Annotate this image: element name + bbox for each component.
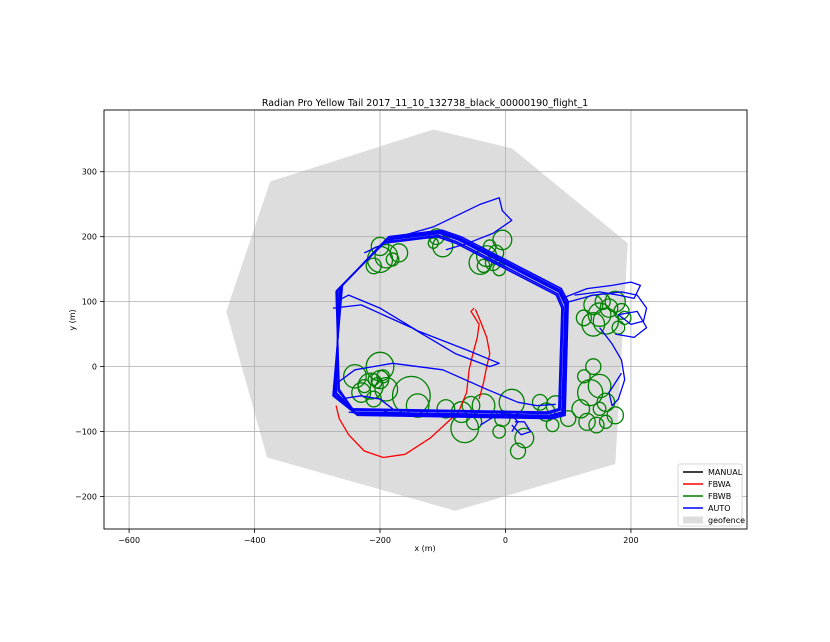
fbwb-loop: [509, 442, 527, 460]
fbwb-loop: [576, 369, 591, 384]
legend-patch-geofence: [683, 516, 703, 524]
data-layer: [332, 197, 648, 460]
y-tick-label: −100: [75, 428, 97, 437]
legend-box: [677, 463, 743, 527]
fbwb-loop: [578, 412, 596, 431]
fbwb-loop: [357, 378, 372, 394]
y-tick-label: −200: [75, 493, 97, 502]
auto-path: [599, 327, 626, 407]
auto-path: [561, 281, 642, 300]
fbwb-loop: [604, 290, 626, 313]
legend-label-manual: MANUAL: [708, 468, 743, 477]
legend: MANUAL FBWA FBWB AUTO geofence: [677, 463, 745, 527]
fbwb-loop: [592, 401, 607, 416]
legend-label-fbwa: FBWA: [708, 480, 731, 489]
fbwb-loop: [587, 373, 612, 399]
fbwb-loop: [374, 376, 399, 402]
legend-label-geofence: geofence: [708, 516, 745, 525]
fbwb-loop: [585, 358, 602, 376]
axes-frame: [103, 109, 748, 530]
x-tick-label: −200: [369, 536, 391, 545]
grid-lines: [104, 110, 747, 529]
fbwb-loop: [514, 427, 535, 449]
auto-path: [511, 421, 532, 436]
fbwb-loop: [599, 298, 619, 318]
auto-path: [364, 197, 513, 254]
x-tick-label: 200: [623, 536, 638, 545]
fbwb-loop: [405, 393, 430, 418]
fbwb-loop: [531, 393, 549, 411]
fbwb-loop: [571, 399, 591, 419]
fbwb-loop: [492, 424, 507, 439]
y-tick-label: 200: [82, 233, 97, 242]
fbwb-loop: [385, 252, 400, 267]
fbwb-loop: [598, 414, 613, 429]
legend-label-fbwb: FBWB: [708, 492, 731, 501]
y-tick-label: 0: [92, 363, 97, 372]
fbwb-loop: [365, 257, 382, 275]
fbwb-loop: [587, 302, 612, 327]
y-tick-label: 300: [82, 168, 97, 177]
fbwb-loop: [432, 235, 454, 258]
fbwb-loop: [342, 363, 367, 389]
fbwb-loop: [365, 351, 395, 382]
y-tick-label: 100: [82, 298, 97, 307]
chart-title: Radian Pro Yellow Tail 2017_11_10_132738…: [262, 98, 588, 109]
x-tick-label: −400: [244, 536, 266, 545]
series-auto: [332, 197, 648, 436]
auto-circuit: [335, 235, 563, 413]
plot-area: −600 −400 −200 0 200 −200 −100 0 100 200 300: [75, 109, 748, 545]
auto-path: [564, 291, 648, 339]
fbwb-loop: [376, 369, 391, 384]
fbwb-loop: [560, 410, 577, 428]
fbwb-loop: [365, 390, 382, 408]
x-axis-label: x (m): [414, 544, 435, 553]
y-axis-label: y (m): [68, 309, 77, 330]
auto-path: [480, 411, 519, 432]
fbwb-loop: [606, 406, 625, 425]
fbwb-loop: [367, 373, 381, 387]
auto-path: [332, 294, 500, 368]
fbwb-loop: [575, 309, 593, 327]
auto-path: [332, 362, 556, 407]
fbwb-loop: [389, 243, 409, 263]
fbwb-loop: [581, 312, 606, 337]
fbwb-loop: [613, 302, 630, 320]
auto-path: [339, 395, 394, 416]
fbwb-loop: [588, 416, 605, 434]
fbwb-loop: [476, 258, 491, 274]
x-tick-label: 0: [503, 536, 508, 545]
x-tick-label: −600: [118, 536, 140, 545]
fbwb-loop: [436, 399, 456, 419]
fbwb-loop: [370, 236, 390, 257]
fbwb-loop: [427, 237, 440, 250]
fbwb-loop: [617, 310, 632, 326]
axis-ticks: −600 −400 −200 0 200 −200 −100 0 100 200 300: [75, 168, 639, 545]
auto-circuit: [334, 232, 567, 417]
fbwa-path: [474, 309, 491, 400]
legend-label-auto: AUTO: [708, 504, 731, 513]
